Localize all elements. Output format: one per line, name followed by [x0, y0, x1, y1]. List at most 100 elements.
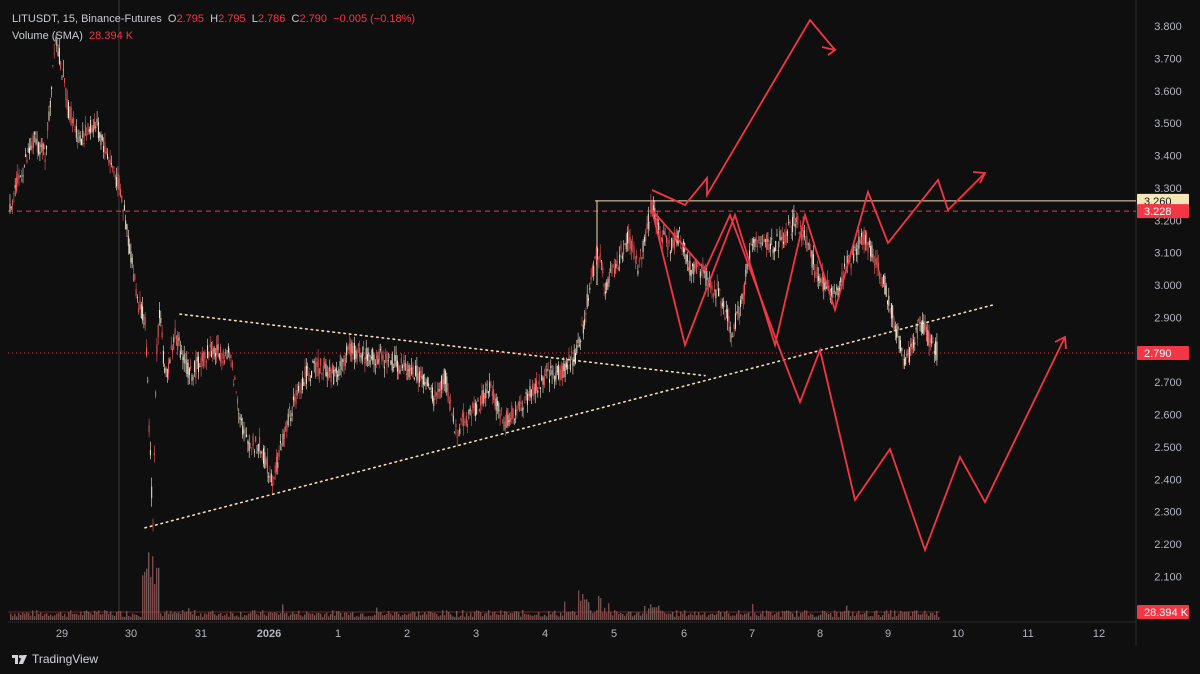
volume-bar [34, 616, 36, 620]
candle-body [103, 146, 105, 152]
volume-bar [822, 610, 824, 620]
candle-body [562, 365, 563, 378]
volume-bar [598, 595, 600, 620]
price-tick-label: 2.200 [1154, 539, 1182, 551]
candle-body [619, 254, 621, 264]
candle-body [659, 231, 661, 237]
volume-bar [228, 616, 230, 620]
volume-bar [162, 616, 164, 620]
volume-bar [126, 611, 128, 620]
candle-body [16, 177, 17, 192]
candle-body [799, 225, 801, 227]
candle-body [230, 355, 232, 358]
volume-bar [30, 615, 32, 620]
volume-label[interactable]: Volume (SMA) [12, 30, 83, 42]
volume-bar [406, 614, 408, 620]
price-tick-label: 3.700 [1154, 53, 1182, 65]
candle-body [136, 297, 138, 299]
volume-bar [918, 614, 920, 620]
candle-body [480, 395, 482, 406]
candle-body [273, 476, 275, 480]
candle-body [185, 358, 186, 364]
candle-body [513, 418, 515, 420]
candle-body [14, 184, 16, 189]
candle-body [395, 355, 397, 367]
candle-body [109, 159, 111, 165]
candle-body [268, 476, 270, 478]
candle-body [56, 39, 58, 46]
volume-bar [66, 616, 68, 620]
price-tick-label: 3.800 [1154, 21, 1182, 33]
price-tick-label: 2.400 [1154, 474, 1182, 486]
candle-body [227, 346, 229, 353]
candle-body [30, 145, 32, 151]
candle-body [725, 309, 727, 312]
candle-body [291, 413, 293, 417]
volume-bar [202, 616, 204, 620]
candle-body [525, 392, 527, 394]
volume-bar [250, 612, 252, 620]
candle-body [279, 440, 281, 444]
candle-body [295, 390, 297, 405]
candle-body [884, 275, 886, 295]
candle-body [606, 282, 608, 291]
volume-bar [756, 615, 758, 620]
symbol-line[interactable]: LITUSDT, 15, Binance-Futures [12, 13, 162, 25]
volume-bar [698, 612, 700, 620]
price-chart[interactable]: 3.800 3.700 3.600 3.500 3.400 3.300 3.200 3.100… [0, 0, 1200, 645]
volume-bar [48, 615, 50, 620]
volume-bar [114, 615, 116, 620]
candle-body [221, 360, 223, 364]
candle-body [711, 286, 713, 290]
candle-body [361, 352, 363, 361]
candle-body [529, 386, 531, 397]
price-tick-label: 3.400 [1154, 151, 1182, 163]
tradingview-logo[interactable]: TradingView [12, 652, 98, 666]
candle-body [116, 177, 118, 187]
candle-body [60, 61, 62, 69]
volume-bar [754, 612, 756, 620]
volume-bar [664, 612, 666, 620]
volume-bar [326, 612, 328, 620]
volume-bar [348, 614, 350, 620]
volume-bar [254, 610, 256, 620]
volume-bar [924, 610, 926, 620]
candle-body [472, 403, 474, 408]
volume-bar [560, 612, 562, 620]
candle-body [374, 363, 376, 366]
volume-bar [614, 610, 616, 620]
volume-bar [558, 616, 560, 620]
time-axis-label: 30 [125, 628, 137, 640]
volume-bar [618, 614, 620, 620]
candle-body [334, 369, 336, 372]
candle-body [784, 234, 786, 245]
volume-bar [900, 610, 902, 620]
volume-bar [644, 605, 646, 620]
volume-bar [76, 613, 78, 620]
candle-body [854, 246, 856, 249]
candle-body [556, 365, 558, 372]
price-tick-label: 3.200 [1154, 215, 1182, 227]
volume-bar [192, 614, 194, 620]
volume-bar [666, 613, 668, 620]
footer-bar: TradingView [0, 645, 1200, 674]
volume-bar [852, 611, 854, 620]
candle-body [222, 350, 224, 359]
candle-body [333, 370, 335, 385]
candle-body [270, 473, 272, 483]
candle-body [608, 271, 610, 283]
candle-body [157, 324, 159, 338]
volume-bar [120, 611, 122, 620]
open-value: 2.795 [176, 13, 205, 25]
volume-bar [122, 616, 124, 620]
candle-body [620, 244, 622, 250]
volume-bar [648, 608, 650, 620]
candle-body [248, 442, 250, 451]
candle-body [668, 239, 670, 244]
candle-body [489, 381, 491, 392]
candle-body [871, 245, 873, 258]
candle-body [844, 263, 846, 267]
candle-body [57, 51, 59, 57]
candle-body [90, 119, 92, 133]
volume-bar [86, 610, 88, 620]
